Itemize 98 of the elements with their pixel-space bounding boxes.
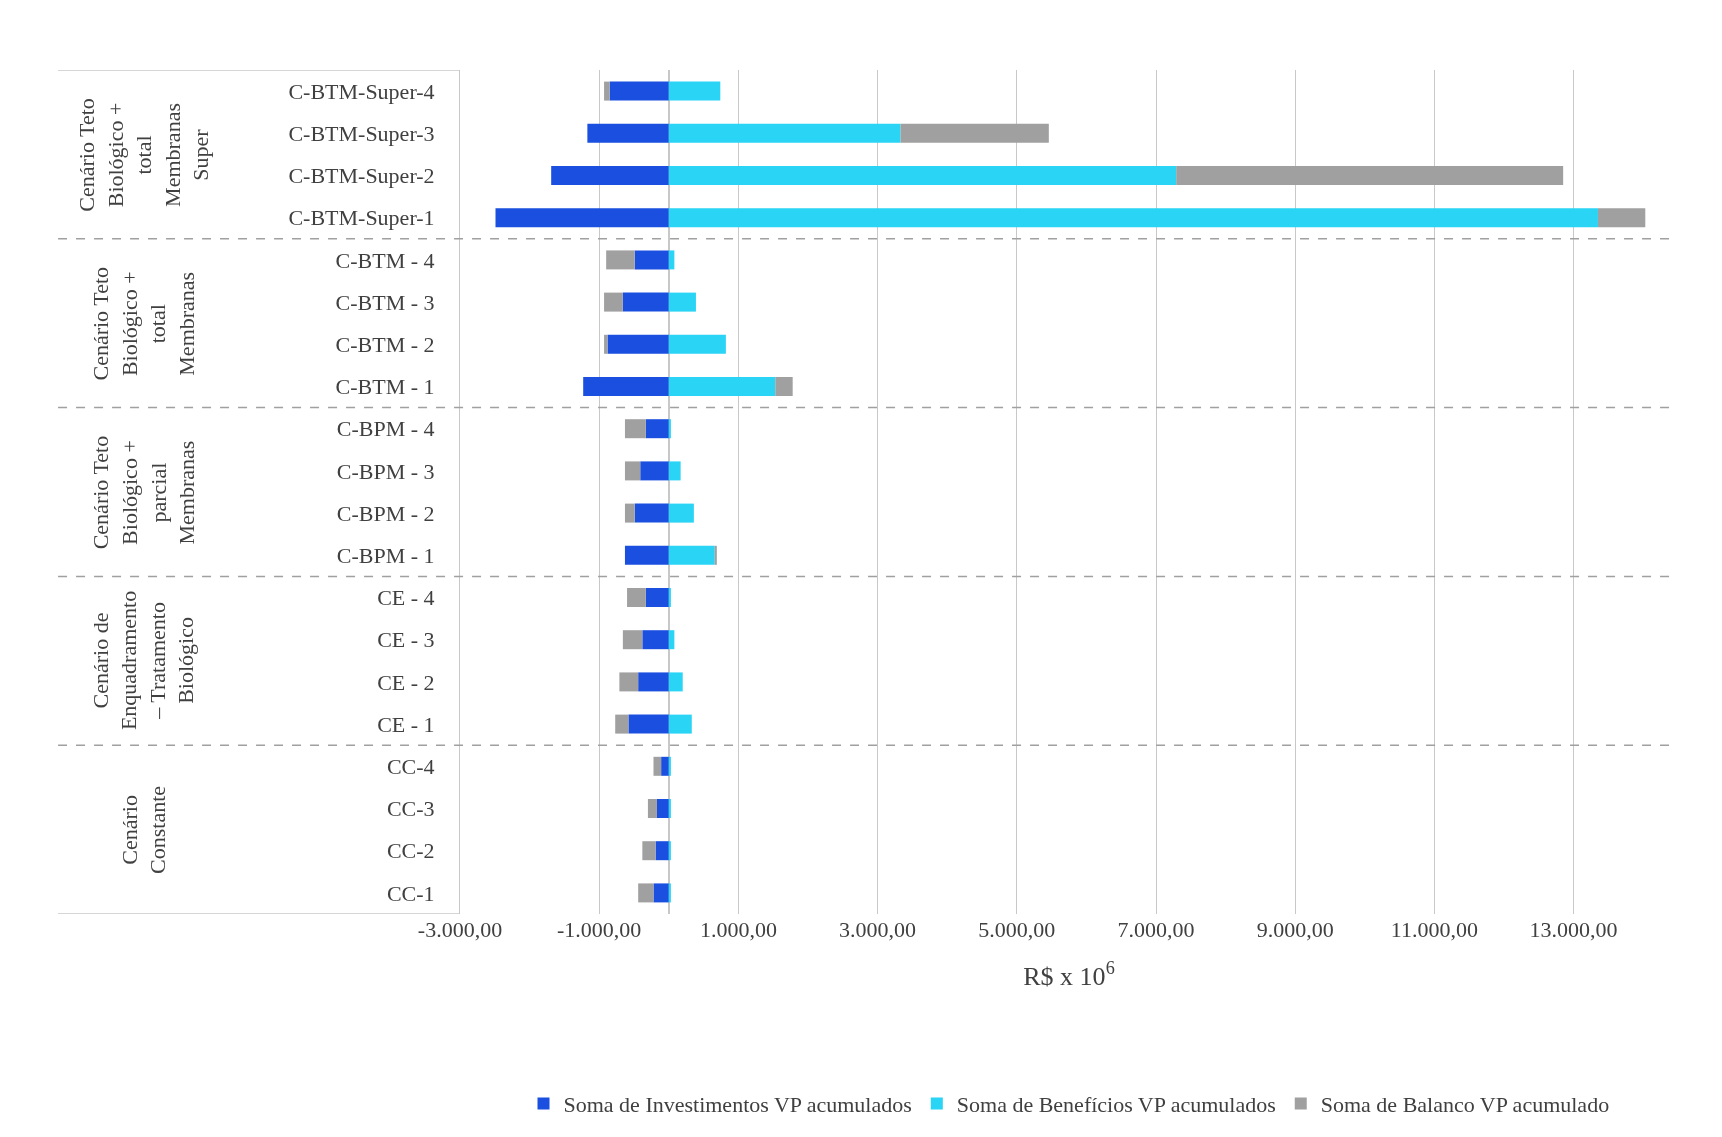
y-tick-label: C-BTM - 3 xyxy=(335,289,435,315)
bar xyxy=(642,630,669,650)
bar xyxy=(668,166,1177,185)
bar xyxy=(900,123,1049,143)
y-tick-label: C-BTM - 2 xyxy=(335,332,435,357)
y-tick-label: C-BTM-Super-1 xyxy=(288,205,435,231)
y-tick-label: CC-4 xyxy=(386,754,435,779)
y-tick-label: CC-2 xyxy=(386,838,435,864)
bar xyxy=(645,419,669,439)
x-tick-label: 7.000,00 xyxy=(1117,917,1195,942)
bar xyxy=(609,81,669,101)
bar xyxy=(622,630,643,650)
x-tick-label: 1.000,00 xyxy=(699,917,777,942)
bar xyxy=(615,714,629,734)
bar xyxy=(551,166,669,185)
y-tick-label: C-BPM - 1 xyxy=(336,543,435,568)
bar xyxy=(634,250,669,270)
bar xyxy=(668,588,671,607)
bar xyxy=(627,588,646,607)
bar xyxy=(624,545,669,565)
bar xyxy=(668,461,681,481)
bar xyxy=(668,292,696,312)
y-tick-label: CC-3 xyxy=(386,796,435,822)
bar xyxy=(604,292,623,312)
bar xyxy=(642,841,656,861)
bar xyxy=(668,883,671,903)
bar xyxy=(655,841,669,861)
y-tick-label: CC-1 xyxy=(386,880,435,906)
bar xyxy=(668,841,671,861)
x-axis-title: R$ x 10$^{6}$ xyxy=(1023,957,1115,991)
bar xyxy=(668,799,671,818)
bar xyxy=(775,377,793,396)
y-tick-label: C-BPM - 4 xyxy=(336,416,435,442)
y-tick-label: C-BTM - 1 xyxy=(335,374,435,400)
x-tick-label: 3.000,00 xyxy=(839,917,917,942)
bar xyxy=(653,883,669,903)
y-tick-label: CE - 1 xyxy=(377,711,435,737)
bar xyxy=(668,419,671,439)
text: Cenário Constante xyxy=(116,785,171,874)
bar xyxy=(583,377,669,396)
bar xyxy=(624,503,635,523)
bar xyxy=(668,208,1598,228)
bar xyxy=(668,756,671,776)
y-tick-label: CE - 2 xyxy=(377,669,435,695)
bar xyxy=(624,461,641,481)
bar xyxy=(668,672,683,692)
x-tick-label: -1.000,00 xyxy=(557,917,642,942)
bar xyxy=(607,334,669,354)
bar xyxy=(622,292,669,312)
bar xyxy=(604,81,610,101)
x-tick-label: 11.000,00 xyxy=(1390,917,1478,942)
text: Cenário Teto Biológico + parcial Membranas xyxy=(88,435,200,550)
bar xyxy=(495,208,669,228)
text: Cenário de Enquadramento – Tratamento Biológico xyxy=(87,590,199,731)
bar xyxy=(624,419,646,439)
bar xyxy=(1597,208,1646,228)
y-tick-label: C-BTM-Super-4 xyxy=(288,78,435,104)
bar xyxy=(634,503,669,523)
bar xyxy=(653,756,662,776)
bar xyxy=(604,334,608,354)
bar xyxy=(587,123,669,143)
bar xyxy=(668,81,721,101)
bar xyxy=(638,883,654,903)
bar xyxy=(645,588,669,607)
bar xyxy=(619,672,639,692)
bar xyxy=(638,672,669,692)
bar xyxy=(1176,166,1564,185)
y-tick-label: CE - 4 xyxy=(377,585,435,611)
x-tick-label: 5.000,00 xyxy=(978,917,1056,942)
bar xyxy=(668,630,675,650)
text: Cenário Teto Biológico + total Membranas xyxy=(88,266,199,381)
legend-label: Soma de Investimentos VP acumulados xyxy=(563,1092,912,1118)
bar xyxy=(668,545,715,565)
x-tick-label: -3.000,00 xyxy=(417,917,503,942)
bar xyxy=(661,756,669,776)
bar xyxy=(668,377,776,396)
y-tick-label: CE - 3 xyxy=(377,627,435,653)
bar xyxy=(668,123,901,143)
bar xyxy=(656,799,669,818)
bar xyxy=(668,503,694,523)
y-tick-label: C-BTM-Super-3 xyxy=(288,121,435,146)
bar xyxy=(668,334,726,354)
bar xyxy=(668,714,692,734)
bar xyxy=(647,799,657,818)
y-tick-label: C-BTM-Super-2 xyxy=(288,163,435,189)
x-tick-label: 13.000,00 xyxy=(1529,917,1618,942)
bar xyxy=(628,714,669,734)
bar xyxy=(640,461,669,481)
text: Cenário Teto Biológico + total Membranas Super xyxy=(73,98,214,212)
bar xyxy=(668,250,675,270)
bar xyxy=(606,250,635,270)
legend-label: Soma de Benefícios VP acumulados xyxy=(956,1092,1276,1118)
x-tick-label: 9.000,00 xyxy=(1256,917,1334,942)
y-tick-label: C-BPM - 3 xyxy=(336,458,435,484)
legend-label: Soma de Balanco VP acumulado xyxy=(1320,1092,1610,1118)
y-tick-label: C-BTM - 4 xyxy=(335,247,435,273)
y-tick-label: C-BPM - 2 xyxy=(336,500,435,526)
bar xyxy=(714,545,717,565)
